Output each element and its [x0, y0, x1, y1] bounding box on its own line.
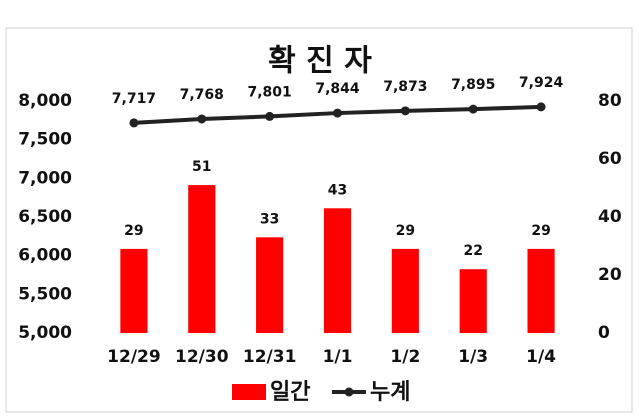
- y2-tick-label: 0: [598, 323, 610, 343]
- y2-tick-label: 20: [598, 265, 622, 285]
- y2-tick-label: 40: [598, 207, 622, 227]
- chart-title: 확 진 자: [268, 44, 372, 79]
- line-marker: [536, 102, 546, 112]
- data-label: 7,844: [315, 81, 360, 97]
- x-tick-label: 12/30: [175, 347, 229, 367]
- line-marker: [333, 108, 342, 118]
- line-marker: [400, 106, 410, 116]
- x-tick-label: 1/1: [323, 347, 353, 367]
- legend-marker: [344, 387, 354, 397]
- y-tick-label: 7,000: [18, 168, 72, 188]
- line-marker: [265, 111, 275, 121]
- bar: [120, 248, 148, 333]
- bar: [459, 269, 487, 333]
- x-tick-label: 1/3: [458, 347, 488, 367]
- data-label: 7,768: [180, 87, 224, 103]
- y-tick-label: 8,000: [18, 91, 72, 111]
- data-label: 7,924: [519, 75, 564, 91]
- line-marker: [197, 114, 207, 124]
- y-tick-label: 6,500: [18, 207, 72, 227]
- legend-swatch: [232, 384, 266, 400]
- data-label: 29: [124, 223, 143, 239]
- legend-label: 누계: [370, 380, 410, 405]
- y-tick-label: 6,000: [18, 246, 72, 266]
- y-tick-label: 5,000: [18, 323, 72, 343]
- y-tick-label: 5,500: [18, 284, 72, 304]
- data-label: 29: [396, 223, 415, 239]
- x-tick-label: 12/31: [243, 347, 297, 367]
- data-label: 7,801: [247, 84, 291, 100]
- legend-label: 일간: [270, 380, 310, 405]
- data-label: 33: [260, 211, 279, 227]
- data-label: 22: [463, 243, 482, 259]
- data-label: 7,895: [451, 77, 495, 93]
- bar: [256, 237, 284, 333]
- data-label: 51: [192, 159, 211, 175]
- bar: [188, 185, 216, 333]
- line-marker: [129, 118, 139, 128]
- bar: [323, 208, 352, 333]
- x-tick-label: 12/29: [107, 347, 161, 367]
- data-label: 29: [531, 223, 550, 239]
- data-label: 43: [328, 182, 347, 198]
- x-tick-label: 1/4: [526, 347, 556, 367]
- data-label: 7,717: [112, 91, 156, 107]
- chart-frame: [5, 27, 633, 413]
- y2-tick-label: 80: [598, 91, 622, 111]
- bar: [391, 248, 419, 333]
- line-marker: [468, 104, 478, 114]
- y2-tick-label: 60: [598, 149, 622, 169]
- data-label: 7,873: [383, 79, 427, 95]
- y-tick-label: 7,500: [18, 130, 72, 150]
- x-tick-label: 1/2: [390, 347, 420, 367]
- bar: [527, 248, 555, 333]
